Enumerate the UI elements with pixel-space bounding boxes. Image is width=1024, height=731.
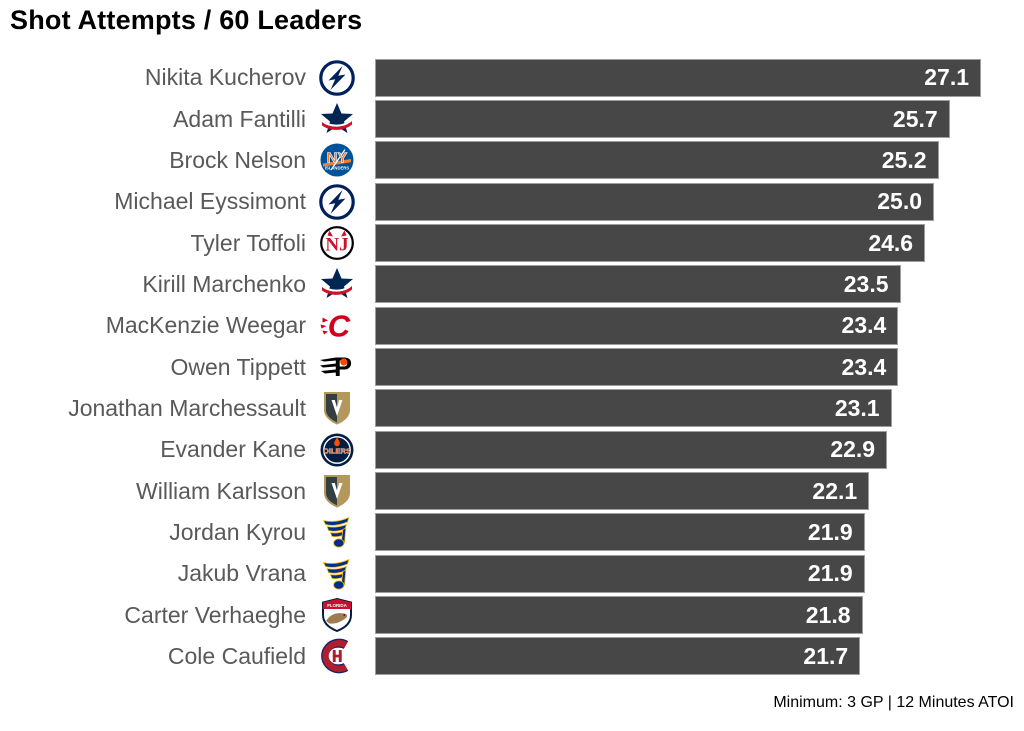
- player-row: Carter Verhaeghe FLORIDA 21.8: [0, 594, 1024, 635]
- bar-value-label: 24.6: [868, 229, 914, 256]
- svg-text:FLORIDA: FLORIDA: [327, 603, 347, 608]
- value-bar: 23.4: [375, 306, 899, 345]
- value-bar: 21.9: [375, 554, 865, 593]
- svg-text:P: P: [334, 352, 352, 382]
- tampa-bay-lightning-logo: [313, 58, 361, 98]
- vegas-golden-knights-logo: [313, 471, 361, 511]
- player-row: Nikita Kucherov 27.1: [0, 57, 1024, 98]
- svg-text:NJ: NJ: [325, 235, 348, 256]
- player-name-label: Kirill Marchenko: [142, 270, 306, 297]
- bar-value-label: 21.7: [803, 642, 849, 669]
- bar-value-label: 21.9: [807, 560, 853, 587]
- value-bar: 21.9: [375, 513, 865, 552]
- value-bar: 25.2: [375, 141, 939, 180]
- new-jersey-devils-logo: NJ: [313, 223, 361, 263]
- florida-panthers-logo: FLORIDA: [313, 595, 361, 635]
- philadelphia-flyers-logo: P: [313, 347, 361, 387]
- bar-value-label: 25.7: [892, 105, 938, 132]
- bar-value-label: 22.1: [812, 477, 858, 504]
- value-bar: 21.7: [375, 637, 861, 676]
- player-name-label: Nikita Kucherov: [144, 64, 306, 91]
- bar-value-label: 23.4: [841, 312, 887, 339]
- value-bar: 21.8: [375, 596, 863, 635]
- player-row: Adam Fantilli 25.7: [0, 98, 1024, 139]
- svg-text:ISLANDERS: ISLANDERS: [325, 166, 349, 171]
- player-name-label: Evander Kane: [160, 436, 306, 463]
- value-bar: 22.9: [375, 430, 888, 469]
- player-row: Evander Kane OILERS 22.9: [0, 429, 1024, 470]
- st-louis-blues-logo: [313, 554, 361, 594]
- player-name-label: Tyler Toffoli: [190, 229, 306, 256]
- player-name-label: Adam Fantilli: [173, 105, 306, 132]
- montreal-canadiens-logo: [313, 636, 361, 676]
- player-name-label: MacKenzie Weegar: [105, 312, 306, 339]
- new-york-islanders-logo: NY ISLANDERS: [313, 140, 361, 180]
- bar-value-label: 25.2: [881, 146, 927, 173]
- player-row: Jakub Vrana 21.9: [0, 553, 1024, 594]
- value-bar: 23.4: [375, 348, 899, 387]
- tampa-bay-lightning-logo: [313, 182, 361, 222]
- player-row: Tyler Toffoli NJ 24.6: [0, 222, 1024, 263]
- columbus-blue-jackets-logo: [313, 99, 361, 139]
- vegas-golden-knights-logo: [313, 388, 361, 428]
- bar-value-label: 22.9: [830, 436, 876, 463]
- calgary-flames-logo: C: [313, 306, 361, 346]
- player-name-label: Jordan Kyrou: [169, 518, 306, 545]
- player-row: Owen Tippett P 23.4: [0, 346, 1024, 387]
- chart-title: Shot Attempts / 60 Leaders: [10, 5, 363, 35]
- svg-text:OILERS: OILERS: [323, 446, 351, 455]
- value-bar: 24.6: [375, 224, 926, 263]
- svg-text:C: C: [328, 308, 351, 343]
- bar-value-label: 25.0: [877, 188, 922, 215]
- bar-value-label: 23.5: [843, 270, 889, 297]
- player-name-label: Cole Caufield: [167, 642, 306, 669]
- player-row: Michael Eyssimont 25.0: [0, 181, 1024, 222]
- value-bar: 23.1: [375, 389, 892, 428]
- player-row: Jordan Kyrou 21.9: [0, 512, 1024, 553]
- svg-text:NY: NY: [327, 150, 348, 167]
- player-name-label: William Karlsson: [136, 477, 306, 504]
- player-row: William Karlsson 22.1: [0, 470, 1024, 511]
- bar-value-label: 21.8: [805, 601, 851, 628]
- player-row: Cole Caufield 21.7: [0, 636, 1024, 677]
- player-name-label: Carter Verhaeghe: [124, 601, 306, 628]
- chart-footnote: Minimum: 3 GP | 12 Minutes ATOI: [773, 694, 1014, 711]
- player-name-label: Jakub Vrana: [177, 560, 306, 587]
- player-name-label: Michael Eyssimont: [114, 188, 306, 215]
- value-bar: 23.5: [375, 265, 901, 304]
- value-bar: 25.7: [375, 100, 950, 139]
- bar-value-label: 23.1: [834, 394, 880, 421]
- value-bar: 25.0: [375, 182, 934, 221]
- player-row: MacKenzie Weegar C 23.4: [0, 305, 1024, 346]
- value-bar: 27.1: [375, 58, 981, 97]
- st-louis-blues-logo: [313, 512, 361, 552]
- bar-value-label: 21.9: [807, 518, 853, 545]
- player-name-label: Jonathan Marchessault: [68, 394, 306, 421]
- bar-chart: Nikita Kucherov 27.1 Adam Fantilli 25.7 Broc…: [0, 57, 1024, 677]
- player-row: Kirill Marchenko 23.5: [0, 264, 1024, 305]
- player-name-label: Owen Tippett: [170, 353, 306, 380]
- player-row: Jonathan Marchessault 23.1: [0, 388, 1024, 429]
- player-name-label: Brock Nelson: [169, 146, 306, 173]
- bar-value-label: 23.4: [841, 353, 887, 380]
- player-row: Brock Nelson NY ISLANDERS 25.2: [0, 140, 1024, 181]
- columbus-blue-jackets-logo: [313, 264, 361, 304]
- edmonton-oilers-logo: OILERS: [313, 430, 361, 470]
- bar-value-label: 27.1: [924, 64, 969, 91]
- value-bar: 22.1: [375, 472, 870, 511]
